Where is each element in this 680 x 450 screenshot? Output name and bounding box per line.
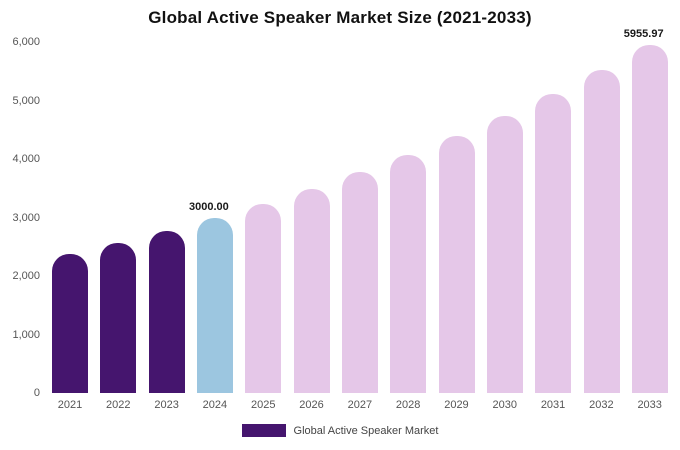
x-tick-label: 2021 bbox=[57, 399, 83, 411]
y-tick-label: 5,000 bbox=[12, 94, 40, 107]
x-tick-label: 2033 bbox=[637, 399, 662, 411]
bar bbox=[342, 172, 378, 393]
x-tick-label: 2027 bbox=[347, 399, 373, 411]
x-tick-label: 2032 bbox=[589, 399, 614, 411]
x-tick-label: 2031 bbox=[540, 399, 566, 411]
y-tick-label: 4,000 bbox=[12, 153, 40, 165]
legend-label: Global Active Speaker Market bbox=[293, 424, 439, 437]
chart-title: Global Active Speaker Market Size (2021-… bbox=[148, 8, 532, 27]
bar bbox=[197, 217, 234, 393]
bar bbox=[245, 203, 282, 393]
y-tick-label: 3,000 bbox=[12, 211, 40, 224]
x-tick-label: 2026 bbox=[299, 399, 324, 411]
bar bbox=[438, 136, 475, 393]
x-tick-label: 2029 bbox=[444, 399, 469, 411]
legend-swatch bbox=[241, 424, 286, 437]
bar bbox=[631, 44, 668, 393]
y-tick-label: 6,000 bbox=[12, 36, 40, 48]
bar bbox=[100, 242, 137, 393]
y-tick-label: 2,000 bbox=[12, 270, 40, 282]
x-tick-label: 2022 bbox=[106, 399, 131, 411]
x-tick-label: 2024 bbox=[202, 399, 228, 411]
x-tick-label: 2030 bbox=[492, 399, 517, 411]
x-tick-label: 2028 bbox=[395, 399, 421, 411]
x-tick-label: 2025 bbox=[250, 399, 276, 411]
x-tick-label: 2023 bbox=[154, 399, 179, 411]
bar-value-label: 5955.97 bbox=[623, 27, 664, 40]
bar-value-label: 3000.00 bbox=[189, 200, 229, 213]
legend: Global Active Speaker Market bbox=[0, 424, 680, 437]
bar bbox=[293, 188, 330, 393]
bar bbox=[52, 254, 89, 393]
bar bbox=[390, 154, 427, 393]
bar bbox=[535, 93, 572, 393]
bar bbox=[486, 115, 523, 393]
bar bbox=[148, 230, 185, 393]
y-tick-label: 0 bbox=[33, 387, 40, 399]
y-tick-label: 1,000 bbox=[12, 328, 40, 341]
bar bbox=[583, 70, 620, 393]
